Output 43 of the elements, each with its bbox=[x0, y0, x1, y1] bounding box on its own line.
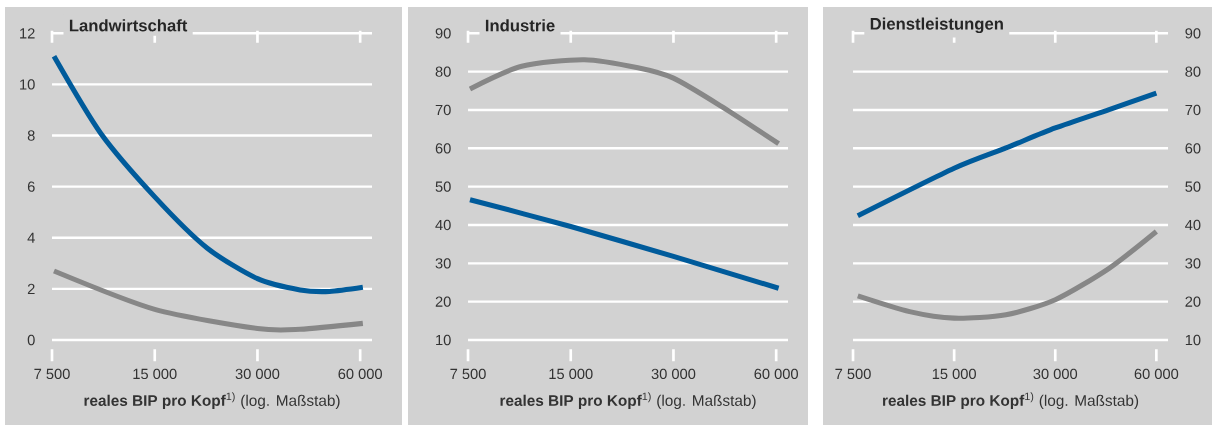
x-axis-title: reales BIP pro Kopf$^{1)}$ (log. Maßstab) bbox=[500, 392, 756, 410]
y-tick-label: 10 bbox=[1185, 334, 1201, 346]
x-tick-label: 15 000 bbox=[133, 368, 177, 380]
y-tick-label: 90 bbox=[1185, 28, 1201, 39]
x-tick-label: 60 000 bbox=[338, 368, 382, 380]
x-axis-title: reales BIP pro Kopf$^{1)}$ (log. Maßstab) bbox=[883, 392, 1139, 410]
x-tick-label: 30 000 bbox=[651, 368, 696, 380]
chart-title: Dienstleistungen bbox=[870, 17, 1003, 34]
x-tick-label: 15 000 bbox=[932, 368, 976, 380]
y-tick-label: 20 bbox=[435, 296, 451, 307]
y-tick-label: 90 bbox=[435, 28, 451, 39]
x-tick-label: 60 000 bbox=[1134, 368, 1179, 380]
y-tick-label: 70 bbox=[1185, 104, 1201, 116]
chart-title: Industrie bbox=[485, 19, 555, 32]
y-tick-label: 2 bbox=[27, 283, 35, 294]
y-tick-label: 20 bbox=[1185, 296, 1201, 307]
x-tick-label: 15 000 bbox=[549, 368, 593, 380]
x-tick-label: 7 500 bbox=[835, 368, 871, 380]
y-tick-label: 30 bbox=[1185, 258, 1201, 269]
y-tick-label: 10 bbox=[20, 79, 35, 90]
y-tick-label: 12 bbox=[20, 28, 35, 39]
y-tick-label: 40 bbox=[1185, 219, 1201, 231]
y-tick-label: 10 bbox=[436, 334, 451, 346]
y-tick-label: 0 bbox=[27, 334, 35, 346]
y-tick-label: 40 bbox=[435, 219, 451, 231]
x-axis-title: reales BIP pro Kopf$^{1)}$ (log. Maßstab) bbox=[84, 392, 340, 410]
x-tick-label: 30 000 bbox=[1033, 368, 1078, 380]
x-tick-label: 7 500 bbox=[34, 368, 70, 380]
y-tick-label: 8 bbox=[27, 130, 35, 141]
x-tick-label: 7 500 bbox=[450, 368, 486, 380]
y-tick-label: 80 bbox=[1185, 66, 1201, 77]
y-tick-label: 50 bbox=[1185, 181, 1201, 192]
x-tick-label: 60 000 bbox=[754, 368, 798, 380]
y-tick-label: 30 bbox=[435, 258, 451, 269]
y-tick-label: 50 bbox=[435, 181, 451, 192]
y-tick-label: 60 bbox=[435, 143, 451, 154]
y-tick-label: 60 bbox=[1185, 143, 1201, 154]
y-tick-label: 6 bbox=[27, 181, 35, 192]
y-tick-label: 70 bbox=[435, 104, 451, 116]
x-tick-label: 30 000 bbox=[235, 368, 280, 380]
y-tick-label: 4 bbox=[27, 232, 35, 243]
y-tick-label: 80 bbox=[435, 66, 451, 77]
chart-title: Landwirtschaft bbox=[69, 19, 188, 32]
